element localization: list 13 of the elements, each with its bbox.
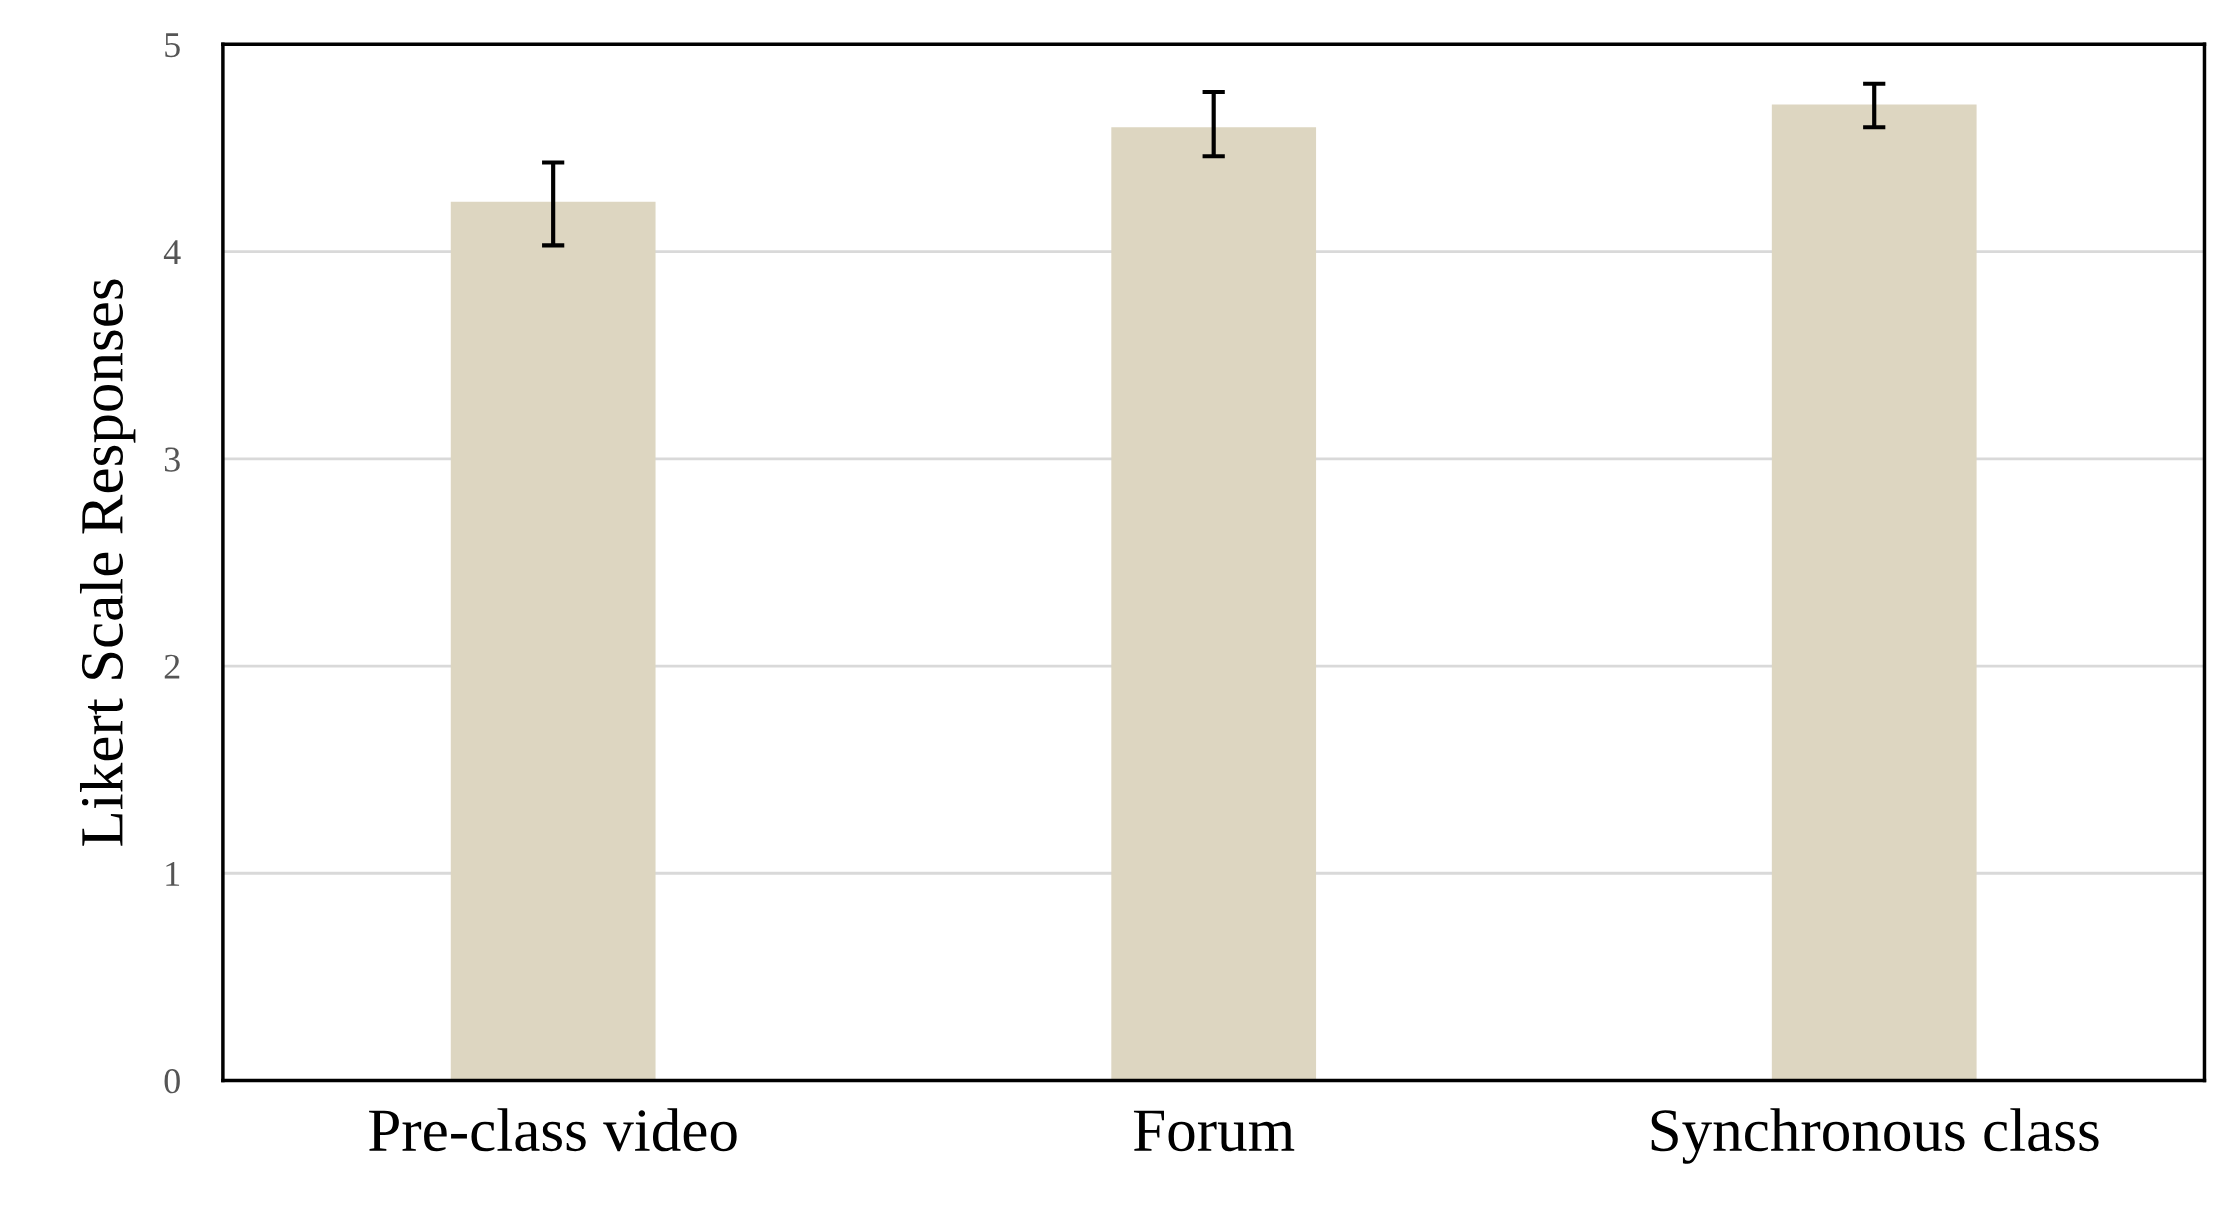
bar (1771, 104, 1977, 1081)
x-tick-label: Forum (1133, 1110, 1295, 1152)
y-axis-title: Likert Scale Responses (79, 279, 136, 846)
x-tick-label: Synchronous class (1651, 1108, 2099, 1164)
x-tick-label: Pre-class video (369, 1108, 737, 1152)
bar (1111, 127, 1317, 1081)
y-tick-label: 1 (166, 861, 180, 886)
bar (450, 201, 656, 1081)
y-tick-label: 3 (164, 447, 180, 472)
y-tick-label: 2 (164, 654, 180, 679)
y-tick-label: 5 (165, 33, 180, 58)
y-tick-label: 4 (163, 240, 181, 265)
y-tick-label: 0 (164, 1068, 180, 1094)
